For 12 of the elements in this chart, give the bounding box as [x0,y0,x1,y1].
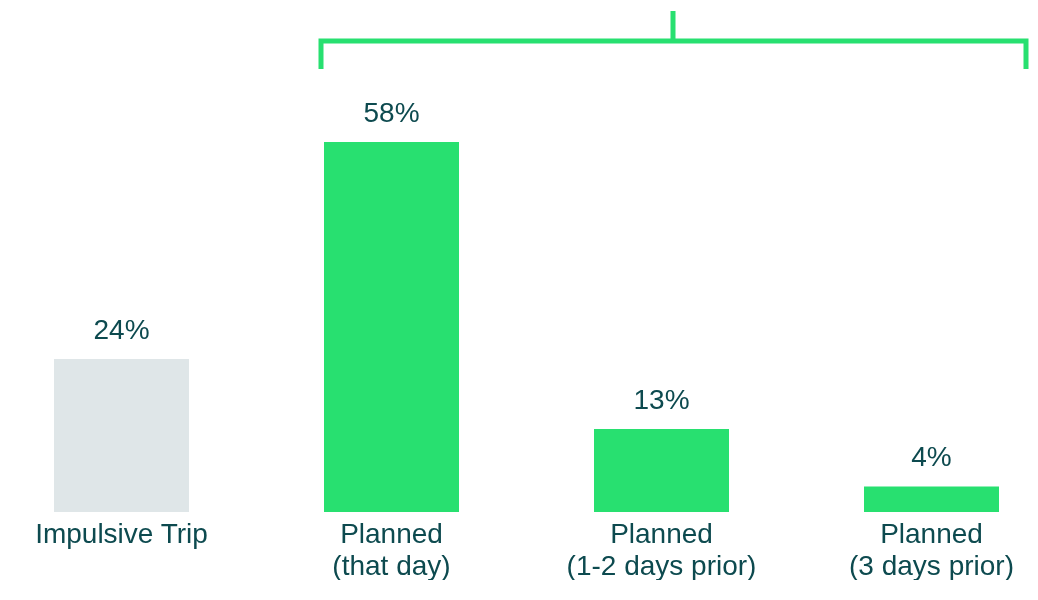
x-tick-label: Planned (that day) [332,517,451,581]
data-label: 4% [911,441,952,473]
x-tick-label: Planned (3 days prior) [849,517,1014,581]
bar [594,429,729,512]
bar [54,358,189,512]
data-label: 24% [93,313,150,345]
data-label: 58% [363,97,420,128]
bar [864,486,999,512]
x-tick-label: Planned (1-2 days prior) [566,517,757,581]
x-tick-label: Impulsive Trip [35,517,208,549]
bar [324,142,459,512]
data-label: 13% [633,384,690,416]
